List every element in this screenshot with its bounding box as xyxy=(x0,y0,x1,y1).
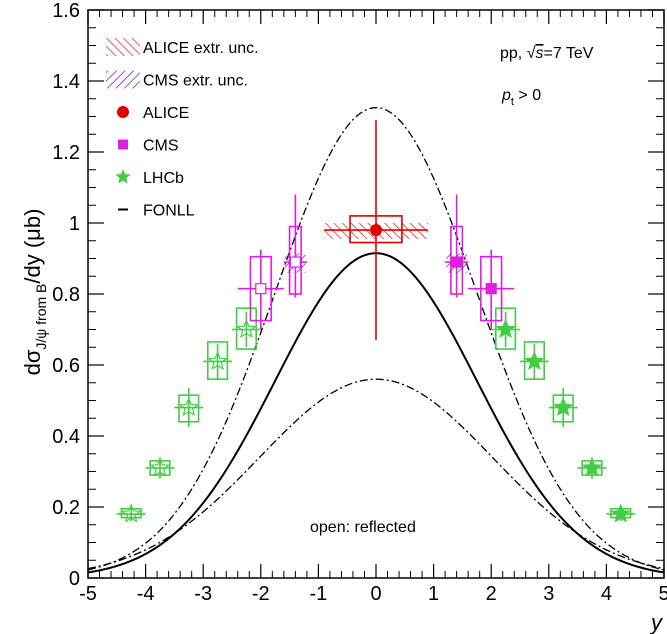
x-tick-label: 2 xyxy=(486,583,497,605)
legend-item-alice-extr-unc: ALICE extr. unc. xyxy=(106,38,259,57)
y-tick-label: 1.6 xyxy=(52,0,80,22)
legend-item-alice: ALICE xyxy=(117,105,189,122)
alice-point xyxy=(324,120,428,341)
legend-circle-marker xyxy=(117,106,129,118)
lhcb-point xyxy=(548,388,578,428)
y-tick-label: 0.2 xyxy=(52,497,80,519)
legend-hatch-swatch xyxy=(106,38,140,56)
x-tick-label: 3 xyxy=(543,583,554,605)
x-tick-label: -5 xyxy=(79,583,97,605)
legend-label: ALICE extr. unc. xyxy=(143,40,259,57)
lhcb-sys-box xyxy=(495,307,517,350)
legend-item-cms-extr-unc: CMS extr. unc. xyxy=(106,70,248,90)
data-points xyxy=(116,120,636,523)
cms-point xyxy=(468,249,515,330)
lhcb-marker xyxy=(236,318,257,339)
pt-annotation: pt > 0 xyxy=(501,87,541,108)
x-tick-label: 1 xyxy=(428,583,439,605)
y-tick-label: 1 xyxy=(69,213,80,235)
legend-label: LHCb xyxy=(143,170,184,187)
lhcb-marker xyxy=(610,503,631,523)
cms-point xyxy=(283,194,307,298)
legend-label: CMS xyxy=(143,138,179,155)
cms-marker xyxy=(485,283,497,295)
lhcb-marker xyxy=(553,397,574,417)
x-tick-label: -1 xyxy=(310,583,328,605)
lhcb-marker xyxy=(207,350,228,370)
lhcb-point xyxy=(145,457,175,479)
lhcb-marker xyxy=(524,350,545,370)
legend-star-marker xyxy=(115,169,131,184)
legend-hatch-swatch xyxy=(106,70,140,89)
legend-square-marker xyxy=(118,139,128,150)
y-tick-label: 1.4 xyxy=(52,71,80,93)
cms-marker xyxy=(289,256,301,268)
x-tick-label: -2 xyxy=(252,583,270,605)
collision-annotation: pp, √s=7 TeV xyxy=(500,45,594,62)
cms-point xyxy=(445,194,469,298)
cms-marker xyxy=(451,256,463,268)
lhcb-marker xyxy=(121,503,142,523)
lhcb-point xyxy=(203,341,232,380)
legend-item-fonll: FONLL xyxy=(118,203,195,220)
y-axis-label-sub: J/ψ from B xyxy=(33,284,49,350)
y-tick-label: 0 xyxy=(69,568,80,590)
y-axis-label: dσJ/ψ from B/dy (μb) xyxy=(20,209,49,376)
lhcb-point xyxy=(520,341,549,380)
fonll-lower-curve xyxy=(88,378,664,570)
y-tick-label: 0.8 xyxy=(52,284,80,306)
lhcb-marker xyxy=(149,457,171,477)
alice-marker xyxy=(370,224,382,237)
lhcb-point xyxy=(174,388,204,428)
lhcb-point xyxy=(606,503,636,523)
lhcb-marker xyxy=(178,397,199,417)
cms-point xyxy=(237,249,284,330)
lhcb-point xyxy=(577,457,607,479)
y-axis-label-tail: /dy (μb) xyxy=(20,209,45,284)
x-tick-label: 0 xyxy=(370,583,381,605)
x-tick-label: -4 xyxy=(137,583,155,605)
lhcb-marker xyxy=(495,318,516,339)
x-axis-label: y xyxy=(649,610,664,634)
x-tick-label: -3 xyxy=(194,583,212,605)
legend-item-cms: CMS xyxy=(118,138,179,155)
y-tick-label: 0.6 xyxy=(52,355,80,377)
y-axis-label-main: dσ xyxy=(20,349,45,375)
legend-label: CMS extr. unc. xyxy=(143,73,248,90)
svg-text:dσJ/ψ from B/dy (μb): dσJ/ψ from B/dy (μb) xyxy=(20,209,49,376)
lhcb-point xyxy=(491,307,520,350)
y-tick-label: 0.4 xyxy=(52,426,80,448)
fonll-upper-curve xyxy=(88,106,664,571)
lhcb-point xyxy=(116,503,146,523)
legend-label: FONLL xyxy=(143,203,195,220)
lhcb-sys-box xyxy=(235,307,257,350)
x-tick-label: 4 xyxy=(601,583,612,605)
x-tick-label: 5 xyxy=(658,583,667,605)
cms-marker xyxy=(255,283,267,295)
legend-label: ALICE xyxy=(143,105,189,122)
reflected-note: open: reflected xyxy=(310,519,416,536)
y-tick-label: 1.2 xyxy=(52,142,80,164)
lhcb-marker xyxy=(581,457,603,477)
axis-ticks: -5 -4 -3 -2 -1 0 1 2 3 4 5 0 0.2 0.4 0.6 0.8 1 1.2 1.4 1.6 xyxy=(52,0,667,605)
legend-item-lhcb: LHCb xyxy=(115,169,184,187)
legend: ALICE extr. unc. CMS extr. unc. ALICE CMS LH… xyxy=(106,38,259,220)
lhcb-point xyxy=(232,307,261,350)
